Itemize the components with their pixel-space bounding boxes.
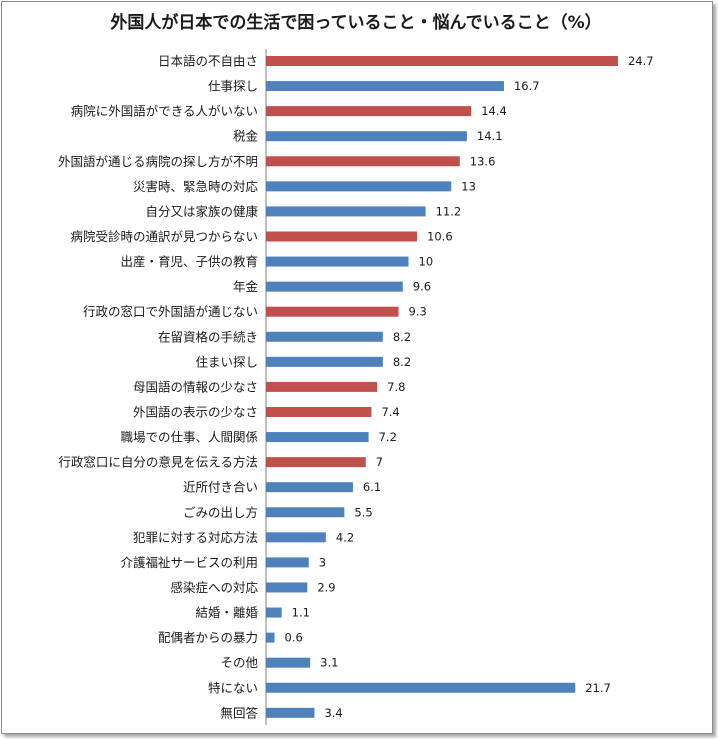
bar — [266, 406, 372, 417]
bar — [266, 632, 275, 643]
bar — [266, 432, 369, 443]
value-label: 10 — [419, 255, 434, 269]
value-label: 9.3 — [409, 305, 427, 319]
value-label: 1.1 — [292, 606, 310, 620]
bar — [266, 106, 472, 117]
bar — [266, 532, 326, 543]
category-label: 病院受診時の通訳が見つからない — [70, 229, 258, 244]
category-label: ごみの出し方 — [183, 505, 258, 520]
category-label: 職場での仕事、人間関係 — [120, 430, 258, 445]
bar — [266, 181, 452, 192]
category-label: 介護福祉サービスの利用 — [120, 555, 258, 570]
bar — [266, 607, 282, 618]
bar — [266, 682, 576, 693]
category-label: その他 — [220, 655, 258, 670]
category-label: 外国語の表示の少なさ — [133, 404, 258, 419]
bar — [266, 231, 418, 242]
bar — [266, 306, 399, 317]
bar — [266, 331, 383, 342]
value-label: 7 — [376, 455, 383, 469]
bar — [266, 507, 345, 518]
category-label: 年金 — [233, 279, 259, 294]
category-label: 在留資格の手続き — [158, 329, 258, 344]
value-label: 0.6 — [285, 631, 303, 645]
category-label: 外国語が通じる病院の探し方が不明 — [58, 154, 258, 169]
category-label: 日本語の不自由さ — [158, 54, 258, 69]
bar — [266, 156, 460, 167]
bar — [266, 256, 409, 267]
bar — [266, 206, 426, 217]
bar — [266, 582, 308, 593]
value-label: 14.1 — [477, 129, 503, 143]
value-label: 11.2 — [436, 204, 462, 218]
value-label: 24.7 — [628, 54, 654, 68]
value-label: 7.8 — [387, 380, 405, 394]
value-label: 8.2 — [393, 330, 411, 344]
value-label: 3.1 — [320, 656, 338, 670]
bar — [266, 56, 618, 66]
category-label: 母国語の情報の少なさ — [133, 379, 258, 394]
bar — [266, 657, 311, 668]
value-label: 4.2 — [336, 530, 354, 544]
value-label: 7.4 — [381, 405, 399, 419]
value-label: 9.6 — [413, 280, 431, 294]
chart-title: 外国人が日本での生活で困っていること・悩んでいること（%） — [110, 13, 602, 33]
category-label: 近所付き合い — [183, 480, 258, 495]
value-label: 2.9 — [317, 580, 335, 594]
category-label: 特にない — [208, 680, 258, 695]
category-label: 税金 — [233, 129, 259, 144]
value-label: 8.2 — [393, 355, 411, 369]
category-label: 感染症への対応 — [170, 580, 258, 595]
category-label: 病院に外国語ができる人がいない — [71, 104, 258, 119]
value-label: 16.7 — [514, 79, 540, 93]
value-label: 3 — [319, 555, 326, 569]
bar — [266, 482, 353, 493]
bar — [266, 81, 504, 92]
value-label: 3.4 — [324, 706, 342, 720]
category-label: 結婚・離婚 — [195, 605, 258, 620]
value-label: 13 — [461, 179, 476, 193]
category-label: 行政窓口に自分の意見を伝える方法 — [58, 455, 258, 470]
value-label: 21.7 — [585, 681, 611, 695]
category-label: 自分又は家族の健康 — [145, 204, 258, 219]
category-label: 配偶者からの暴力 — [158, 630, 258, 645]
bar — [266, 381, 378, 392]
bar — [266, 557, 309, 568]
bar — [266, 356, 383, 367]
category-label: 災害時、緊急時の対応 — [133, 179, 259, 194]
value-label: 13.6 — [470, 154, 496, 168]
category-label: 仕事探し — [208, 79, 258, 94]
bar — [266, 131, 467, 142]
category-label: 無回答 — [220, 705, 258, 720]
bar — [266, 707, 315, 718]
value-label: 5.5 — [354, 505, 372, 519]
category-label: 住まい探し — [195, 354, 258, 369]
category-label: 行政の窓口で外国語が通じない — [83, 304, 258, 319]
value-label: 6.1 — [363, 480, 381, 494]
category-label: 出産・育児、子供の教育 — [120, 254, 258, 269]
value-label: 14.4 — [481, 104, 507, 118]
value-label: 7.2 — [379, 430, 397, 444]
value-label: 10.6 — [427, 229, 453, 243]
bar — [266, 457, 366, 468]
bar — [266, 281, 403, 292]
category-label: 犯罪に対する対応方法 — [133, 530, 258, 545]
